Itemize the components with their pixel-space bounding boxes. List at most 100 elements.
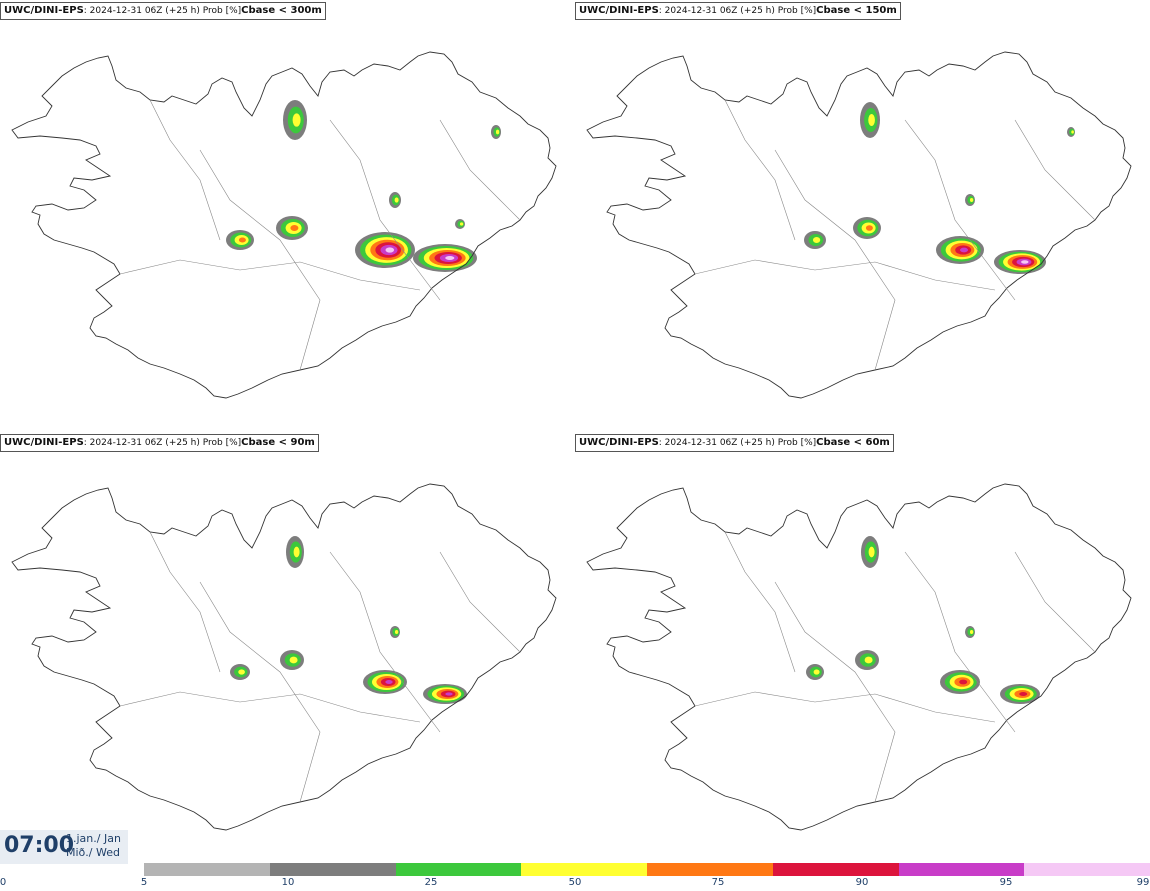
colorbar-segment bbox=[144, 863, 270, 876]
probability-area bbox=[390, 626, 400, 638]
iceland-map bbox=[586, 483, 1132, 831]
colorbar-tick: 90 bbox=[855, 877, 869, 888]
colorbar-tick: 0 bbox=[0, 877, 7, 888]
region-boundary bbox=[439, 551, 521, 653]
probability-contour bbox=[238, 237, 246, 243]
probability-contour bbox=[459, 222, 464, 226]
region-boundary bbox=[724, 99, 796, 241]
probability-contour bbox=[293, 546, 300, 558]
probability-area bbox=[276, 216, 308, 240]
colorbar-tick: 50 bbox=[568, 877, 582, 888]
region-boundary bbox=[329, 119, 441, 301]
coastline bbox=[11, 483, 557, 831]
run-info: : 2024-12-31 06Z (+25 h) Prob [%] bbox=[83, 6, 242, 16]
probability-contour bbox=[238, 669, 245, 675]
threshold-label: Cbase < 300m bbox=[241, 5, 322, 16]
probability-area bbox=[940, 670, 980, 694]
colorbar-segment bbox=[1024, 863, 1150, 876]
colorbar-ticks: 0 5 10 25 50 75 90 95 99 bbox=[0, 877, 1150, 891]
probability-area bbox=[355, 232, 415, 268]
region-boundary bbox=[774, 581, 896, 803]
probability-area bbox=[363, 670, 407, 694]
probability-area bbox=[455, 219, 465, 229]
map-panel-3: UWC/DINI-EPS: 2024-12-31 06Z (+25 h) Pro… bbox=[0, 432, 575, 864]
probability-area bbox=[1000, 684, 1040, 704]
colorbar-segment bbox=[395, 863, 522, 876]
region-boundary bbox=[149, 99, 221, 241]
region-boundary bbox=[439, 119, 521, 221]
panel-title: UWC/DINI-EPS: 2024-12-31 06Z (+25 h) Pro… bbox=[575, 2, 901, 20]
probability-area bbox=[804, 231, 826, 249]
panel-title: UWC/DINI-EPS: 2024-12-31 06Z (+25 h) Pro… bbox=[575, 434, 894, 452]
probability-contour bbox=[394, 630, 399, 634]
region-boundary bbox=[199, 149, 321, 371]
probability-contour bbox=[864, 656, 873, 664]
run-info: : 2024-12-31 06Z (+25 h) Prob [%] bbox=[658, 6, 817, 16]
probability-area bbox=[491, 125, 501, 139]
coastline bbox=[11, 51, 557, 399]
probability-contour bbox=[868, 114, 875, 126]
model-name: UWC/DINI-EPS bbox=[4, 5, 84, 16]
threshold-label: Cbase < 90m bbox=[241, 437, 315, 448]
probability-contour bbox=[812, 237, 821, 243]
probability-contour bbox=[960, 247, 968, 253]
region-boundary bbox=[694, 691, 996, 723]
probability-area bbox=[853, 217, 881, 239]
probability-area bbox=[413, 244, 477, 272]
probability-area bbox=[936, 236, 984, 264]
threshold-label: Cbase < 60m bbox=[816, 437, 890, 448]
iceland-map bbox=[586, 51, 1132, 399]
probability-area bbox=[861, 536, 879, 568]
probability-area bbox=[423, 684, 467, 704]
model-name: UWC/DINI-EPS bbox=[579, 437, 659, 448]
probability-contour bbox=[445, 692, 453, 696]
probability-area bbox=[226, 230, 254, 250]
colorbar-tick: 25 bbox=[424, 877, 438, 888]
colorbar-tick: 75 bbox=[711, 877, 725, 888]
probability-area bbox=[994, 250, 1046, 274]
probability-area bbox=[283, 100, 307, 140]
coastline bbox=[586, 483, 1132, 831]
probability-contour bbox=[292, 113, 301, 127]
region-boundary bbox=[694, 259, 996, 291]
probability-area bbox=[286, 536, 304, 568]
probability-colorbar bbox=[144, 863, 1150, 876]
probability-contour bbox=[289, 656, 298, 664]
probability-area bbox=[855, 650, 879, 670]
model-name: UWC/DINI-EPS bbox=[579, 5, 659, 16]
panel-title: UWC/DINI-EPS: 2024-12-31 06Z (+25 h) Pro… bbox=[0, 2, 326, 20]
region-boundary bbox=[904, 119, 1016, 301]
valid-time-box: 07:00 1.jan./ Jan Mið./ Wed bbox=[0, 830, 128, 864]
region-boundary bbox=[199, 581, 321, 803]
run-info: : 2024-12-31 06Z (+25 h) Prob [%] bbox=[83, 438, 242, 448]
threshold-label: Cbase < 150m bbox=[816, 5, 897, 16]
panel-title: UWC/DINI-EPS: 2024-12-31 06Z (+25 h) Pro… bbox=[0, 434, 319, 452]
probability-contour bbox=[290, 225, 299, 231]
probability-area bbox=[965, 194, 975, 206]
probability-area bbox=[965, 626, 975, 638]
colorbar-segment bbox=[898, 863, 1025, 876]
valid-time: 07:00 bbox=[4, 833, 75, 858]
valid-date-line2: Mið./ Wed bbox=[66, 846, 120, 859]
colorbar-segment bbox=[521, 863, 647, 876]
probability-area bbox=[1067, 127, 1075, 137]
map-panel-1: UWC/DINI-EPS: 2024-12-31 06Z (+25 h) Pro… bbox=[0, 0, 575, 432]
probability-contour bbox=[385, 247, 395, 253]
colorbar-tick: 95 bbox=[999, 877, 1013, 888]
probability-contour bbox=[969, 198, 974, 202]
coastline bbox=[586, 51, 1132, 399]
probability-area bbox=[280, 650, 304, 670]
probability-contour bbox=[813, 669, 820, 675]
probability-contour bbox=[969, 630, 974, 634]
region-boundary bbox=[119, 691, 421, 723]
valid-date-line1: 1.jan./ Jan bbox=[66, 832, 121, 845]
region-boundary bbox=[119, 259, 421, 291]
probability-contour bbox=[959, 679, 968, 685]
probability-contour bbox=[865, 225, 873, 231]
region-boundary bbox=[329, 551, 441, 733]
colorbar-segment bbox=[772, 863, 899, 876]
probability-area bbox=[230, 664, 250, 680]
probability-area bbox=[860, 102, 880, 138]
map-panel-4: UWC/DINI-EPS: 2024-12-31 06Z (+25 h) Pro… bbox=[575, 432, 1150, 864]
colorbar-tick: 5 bbox=[140, 877, 148, 888]
